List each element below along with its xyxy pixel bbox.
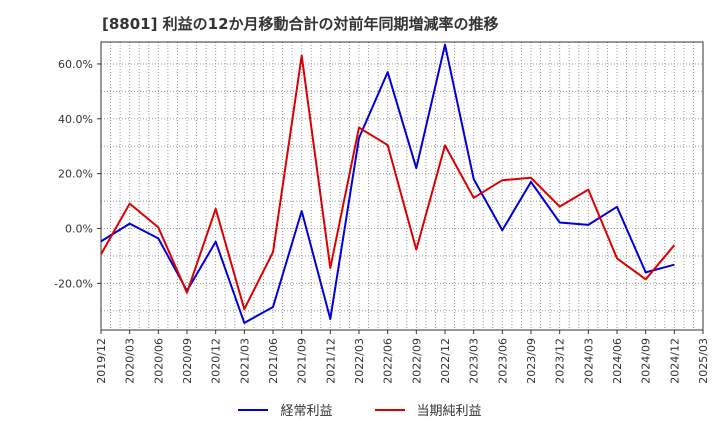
y-tick-label: 20.0%: [58, 168, 93, 181]
x-tick-label: 2022/03: [353, 338, 366, 384]
legend-swatch-keijo: [238, 408, 269, 411]
chart-title: [8801] 利益の12か月移動合計の対前年同期増減率の推移: [102, 15, 499, 33]
legend: 経常利益 当期純利益: [0, 400, 720, 419]
legend-swatch-junrieki: [374, 408, 405, 411]
x-tick-label: 2020/03: [124, 338, 137, 384]
x-tick-label: 2024/06: [611, 338, 624, 384]
y-tick-label: 40.0%: [58, 113, 93, 126]
x-tick-label: 2022/06: [382, 338, 395, 384]
x-tick-label: 2020/12: [210, 338, 223, 384]
series-lines: [100, 43, 676, 324]
x-tick-label: 2021/06: [267, 338, 280, 384]
series-line-1: [100, 54, 676, 311]
series-line-0: [100, 43, 675, 324]
y-tick-label: 0.0%: [65, 223, 93, 236]
x-tick-label: 2022/12: [439, 338, 452, 384]
y-tick-label: 60.0%: [58, 58, 93, 71]
grid: [101, 42, 703, 330]
x-tick-label: 2024/12: [668, 338, 681, 384]
axes: [97, 41, 704, 334]
x-tick-label: 2023/09: [525, 338, 538, 384]
legend-item-keijo: 経常利益: [238, 400, 333, 419]
x-tick-label: 2023/12: [554, 338, 567, 384]
x-tick-label: 2023/06: [496, 338, 509, 384]
x-tick-label: 2022/09: [410, 338, 423, 384]
x-tick-label: 2020/06: [152, 338, 165, 384]
tick-labels: 60.0% 40.0% 20.0% 0.0% -20.0% 2019/12 2020/03 2…: [54, 58, 710, 384]
x-tick-label: 2020/09: [181, 338, 194, 384]
x-tick-label: 2024/09: [640, 338, 653, 384]
y-tick-label: -20.0%: [54, 277, 93, 290]
x-tick-label: 2025/03: [697, 338, 710, 384]
x-tick-label: 2021/09: [296, 338, 309, 384]
x-tick-label: 2024/03: [582, 338, 595, 384]
x-tick-label: 2019/12: [95, 338, 108, 384]
legend-label-junrieki: 当期純利益: [416, 404, 482, 419]
legend-label-keijo: 経常利益: [280, 404, 333, 419]
legend-item-junrieki: 当期純利益: [374, 400, 482, 419]
x-tick-label: 2021/03: [238, 338, 251, 384]
x-tick-label: 2023/03: [468, 338, 481, 384]
x-tick-label: 2021/12: [324, 338, 337, 384]
plot-frame: [100, 41, 704, 331]
